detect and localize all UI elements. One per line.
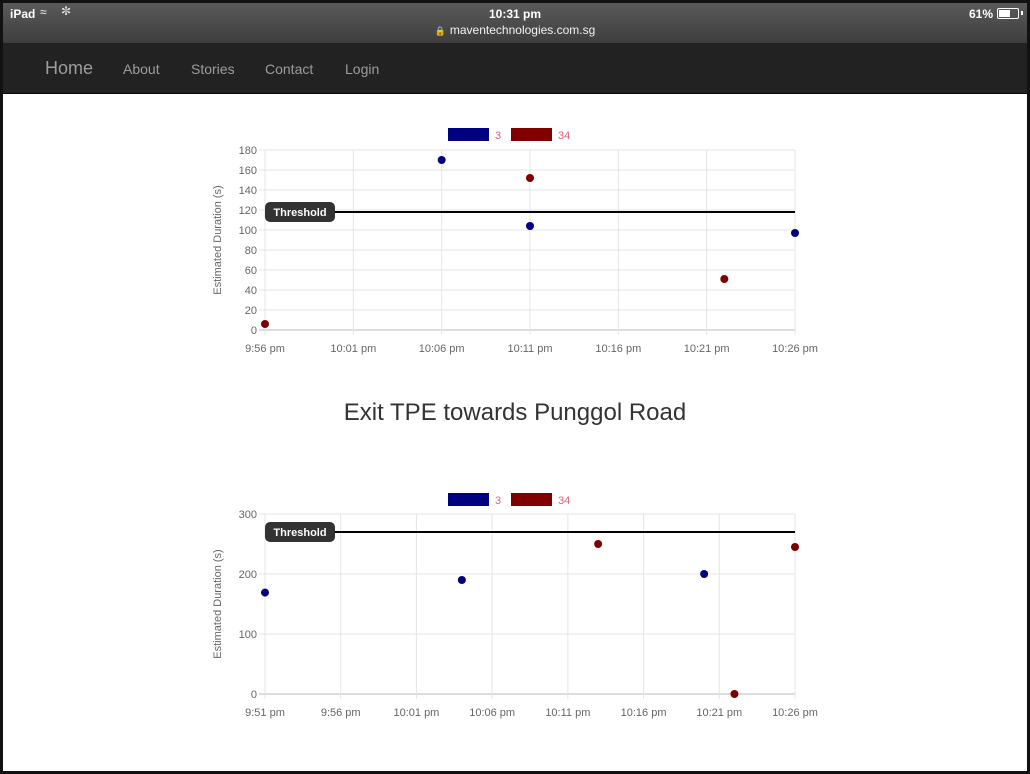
data-point (261, 588, 269, 597)
data-point (730, 690, 739, 698)
nav-link-contact[interactable]: Contact (265, 61, 314, 77)
x-tick-label: 10:26 pm (772, 343, 818, 355)
section-title: Exit TPE towards Punggol Road (343, 399, 687, 426)
nav-brand-home[interactable]: Home (45, 58, 94, 78)
y-tick-label: 60 (245, 265, 257, 277)
chart-bottom: 0 100 200 300 9:51 pm 9:56 pm 10:01 pm 10:06 pm… (212, 493, 818, 719)
y-tick-label: 0 (251, 689, 257, 701)
navbar: Home About Stories Contact Login (3, 43, 1027, 94)
data-point (457, 576, 466, 584)
y-tick-label: 300 (239, 509, 257, 521)
device-name: iPad (10, 7, 36, 21)
x-tick-label: 10:21 pm (696, 707, 742, 719)
y-tick-label: 40 (245, 285, 257, 297)
x-tick-label: 10:11 pm (507, 343, 552, 355)
y-tick-label: 160 (239, 165, 257, 177)
y-tick-label: 200 (239, 569, 257, 581)
legend-swatch (448, 128, 489, 141)
legend-label: 3 (495, 130, 501, 142)
data-point (526, 222, 534, 230)
nav-link-stories[interactable]: Stories (191, 61, 235, 77)
data-point (594, 540, 603, 548)
browser-frame: iPad ≈ ✼ 10:31 pm 🔒 maventechnologies.com… (3, 3, 1027, 771)
threshold-label: Threshold (273, 527, 326, 539)
y-tick-label: 140 (239, 185, 257, 197)
data-point (791, 229, 799, 237)
x-tick-label: 10:16 pm (621, 707, 667, 719)
data-point (791, 543, 799, 551)
lock-icon: 🔒 (434, 26, 446, 36)
x-tick-label: 9:56 pm (245, 343, 285, 355)
x-tick-label: 10:06 pm (469, 707, 515, 719)
nav-link-about[interactable]: About (123, 61, 160, 77)
x-tick-label: 9:51 pm (245, 707, 285, 719)
data-point (720, 275, 729, 283)
y-axis-label: Estimated Duration (s) (212, 185, 224, 294)
legend-swatch (511, 128, 552, 141)
x-tick-label: 10:01 pm (393, 707, 439, 719)
threshold-label: Threshold (273, 207, 326, 219)
nav-link-login[interactable]: Login (345, 61, 380, 77)
status-bar: iPad ≈ ✼ 10:31 pm 🔒 maventechnologies.com… (3, 3, 1027, 43)
wifi-icon: ≈ (40, 5, 47, 19)
legend-label: 34 (558, 130, 570, 142)
y-axis-label: Estimated Duration (s) (212, 549, 224, 658)
x-tick-label: 10:21 pm (684, 343, 730, 355)
data-point (700, 570, 709, 578)
chart-top: 0 20 40 60 80 100 120 140 160 180 9:56 pm 10:01 pm 1… (212, 128, 818, 355)
threshold-badge (265, 522, 335, 542)
threshold-badge (265, 202, 335, 222)
y-tick-label: 100 (239, 629, 257, 641)
legend-swatch (448, 493, 489, 506)
battery-percent: 61% (968, 7, 993, 21)
y-tick-label: 180 (239, 145, 257, 157)
y-tick-label: 120 (239, 205, 257, 217)
legend-swatch (511, 493, 552, 506)
y-tick-label: 80 (245, 245, 257, 257)
activity-spinner-icon: ✼ (61, 4, 72, 18)
legend-label: 34 (558, 495, 570, 507)
y-tick-label: 0 (251, 325, 257, 337)
url-text: maventechnologies.com.sg (449, 23, 596, 37)
x-tick-label: 9:56 pm (321, 707, 361, 719)
x-tick-label: 10:11 pm (545, 707, 590, 719)
legend-label: 3 (495, 495, 501, 507)
x-tick-label: 10:01 pm (330, 343, 376, 355)
address-bar[interactable]: 🔒 maventechnologies.com.sg (3, 23, 1027, 37)
data-point (526, 174, 534, 182)
data-point (437, 156, 446, 164)
battery-fill (999, 10, 1010, 17)
clock: 10:31 pm (488, 7, 542, 21)
x-tick-label: 10:16 pm (595, 343, 641, 355)
x-tick-label: 10:06 pm (419, 343, 465, 355)
data-point (261, 320, 269, 328)
y-tick-label: 100 (239, 225, 257, 237)
battery-icon (997, 8, 1019, 19)
x-tick-label: 10:26 pm (772, 707, 818, 719)
y-tick-label: 20 (245, 305, 257, 317)
battery-nub (1021, 11, 1023, 15)
